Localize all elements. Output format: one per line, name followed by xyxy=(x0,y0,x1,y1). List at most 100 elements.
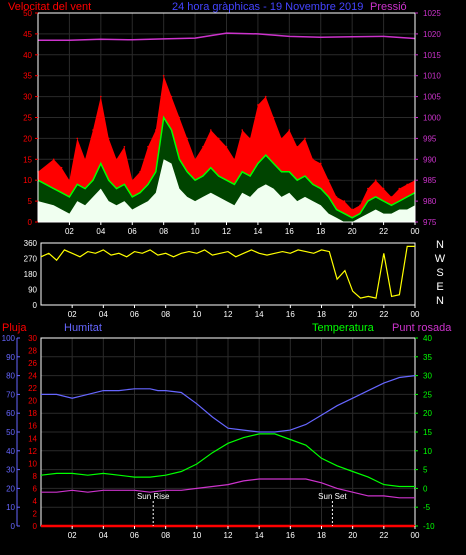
rain-y-tick-label: 10 xyxy=(28,459,37,468)
wind-y-tick-label: 25 xyxy=(23,114,32,123)
compass-label: S xyxy=(436,267,443,279)
humidity-y-tick-label: 0 xyxy=(11,522,16,531)
wind-gust-point xyxy=(92,129,94,131)
temp-y-tick-label: -5 xyxy=(423,503,431,512)
x-tick-label: 10 xyxy=(191,227,200,236)
sunset-label: Sun Set xyxy=(318,492,347,501)
compass-label: E xyxy=(436,281,443,293)
wind-gust-point xyxy=(178,116,181,119)
pressure-y-tick-label: 985 xyxy=(423,176,437,185)
x-tick-label: 00 xyxy=(411,310,420,319)
wind-gust-point xyxy=(367,187,369,190)
wind-gust-point xyxy=(115,158,118,161)
humidity-y-tick-label: 10 xyxy=(6,503,15,512)
x-tick-label: 14 xyxy=(255,310,264,319)
direction-y-tick-label: 270 xyxy=(24,255,38,264)
wind-gust-point xyxy=(68,179,71,181)
temp-y-tick-label: 0 xyxy=(423,484,428,493)
rain-y-tick-label: 8 xyxy=(33,472,38,481)
wind-gust-point xyxy=(241,129,244,131)
wind-average-area xyxy=(38,117,415,222)
humidity-y-tick-label: 70 xyxy=(6,390,15,399)
direction-line xyxy=(40,245,415,299)
x-tick-label: 20 xyxy=(348,531,357,540)
wind-gust-point xyxy=(319,162,322,165)
wind-gust-point xyxy=(186,137,189,140)
wind-gust-point xyxy=(84,158,86,161)
wind-y-tick-label: 20 xyxy=(23,134,32,143)
wind-gust-point xyxy=(209,129,212,131)
x-tick-label: 12 xyxy=(224,531,233,540)
x-tick-label: 20 xyxy=(348,227,357,236)
temp-y-tick-label: 40 xyxy=(423,334,432,343)
humidity-line xyxy=(41,375,416,433)
wind-gust-point xyxy=(374,179,377,181)
wind-gust-point xyxy=(343,200,346,202)
wind-gust-point xyxy=(107,137,110,140)
humidity-y-tick-label: 20 xyxy=(6,484,15,493)
wind-gust-point xyxy=(52,158,55,161)
temp-y-tick-label: 25 xyxy=(423,390,432,399)
temp-y-tick-label: 5 xyxy=(423,466,428,475)
sunrise-label: Sun Rise xyxy=(137,492,170,501)
humidity-y-tick-label: 40 xyxy=(6,447,15,456)
humidity-y-tick-label: 80 xyxy=(6,372,15,381)
pressure-y-tick-label: 1000 xyxy=(423,114,441,123)
chart-title: 24 hora gràphicas - 19 Novembre 2019 xyxy=(172,1,363,13)
rain-y-tick-label: 20 xyxy=(28,397,37,406)
pressure-y-tick-label: 1025 xyxy=(423,9,441,18)
wind-y-tick-label: 15 xyxy=(23,155,32,164)
x-tick-label: 22 xyxy=(379,227,388,236)
temp-y-tick-label: 10 xyxy=(423,447,432,456)
pressure-y-tick-label: 975 xyxy=(423,218,437,227)
wind-y-tick-label: 10 xyxy=(23,176,32,185)
humidity-y-tick-label: 100 xyxy=(2,334,16,343)
wind-gust-point xyxy=(335,196,338,198)
rain-y-tick-label: 28 xyxy=(28,347,37,356)
x-tick-label: 14 xyxy=(255,531,264,540)
x-tick-label: 12 xyxy=(222,227,231,236)
rain-y-tick-label: 14 xyxy=(28,434,37,443)
x-tick-label: 06 xyxy=(130,531,139,540)
rain-y-tick-label: 30 xyxy=(28,334,37,343)
x-tick-label: 02 xyxy=(68,310,77,319)
rain-y-tick-label: 24 xyxy=(28,372,37,381)
rain-y-tick-label: 22 xyxy=(28,384,37,393)
x-tick-label: 18 xyxy=(316,227,325,236)
direction-y-tick-label: 180 xyxy=(24,270,38,279)
wind-gust-point xyxy=(249,137,251,140)
x-tick-label: 06 xyxy=(128,227,137,236)
wind-gust-point xyxy=(162,74,165,77)
humidity-y-tick-label: 60 xyxy=(6,409,15,418)
wind-gust-point xyxy=(131,179,134,181)
rain-label: Pluja xyxy=(2,322,27,334)
direction-y-tick-label: 90 xyxy=(28,286,37,295)
pressure-label: Pressió xyxy=(370,1,407,13)
x-tick-label: 16 xyxy=(286,310,295,319)
wind-y-tick-label: 35 xyxy=(23,72,32,81)
wind-gust-point xyxy=(390,196,393,198)
x-tick-label: 02 xyxy=(65,227,74,236)
pressure-y-tick-label: 1020 xyxy=(423,30,441,39)
wind-gust-point xyxy=(280,137,283,140)
wind-low-area xyxy=(38,159,415,222)
rain-y-tick-label: 2 xyxy=(33,509,38,518)
rain-y-tick-label: 18 xyxy=(28,409,37,418)
wind-gust-area xyxy=(38,75,415,222)
wind-gust-point xyxy=(147,145,149,148)
wind-y-tick-label: 45 xyxy=(23,30,32,39)
wind-speed-label: Velocitat del vent xyxy=(8,1,91,13)
pressure-line xyxy=(38,32,416,41)
wind-gust-point xyxy=(304,137,306,140)
wind-gust-point xyxy=(264,95,267,98)
wind-chart: 0510152025303540455097598098599099510001… xyxy=(23,9,441,236)
direction-y-tick-label: 0 xyxy=(33,301,38,310)
wind-gust-point xyxy=(288,129,291,131)
x-tick-label: 04 xyxy=(99,531,108,540)
x-tick-label: 08 xyxy=(159,227,168,236)
wind-gust-point xyxy=(272,116,275,119)
direction-y-tick-label: 360 xyxy=(24,239,38,248)
x-tick-label: 04 xyxy=(99,310,108,319)
